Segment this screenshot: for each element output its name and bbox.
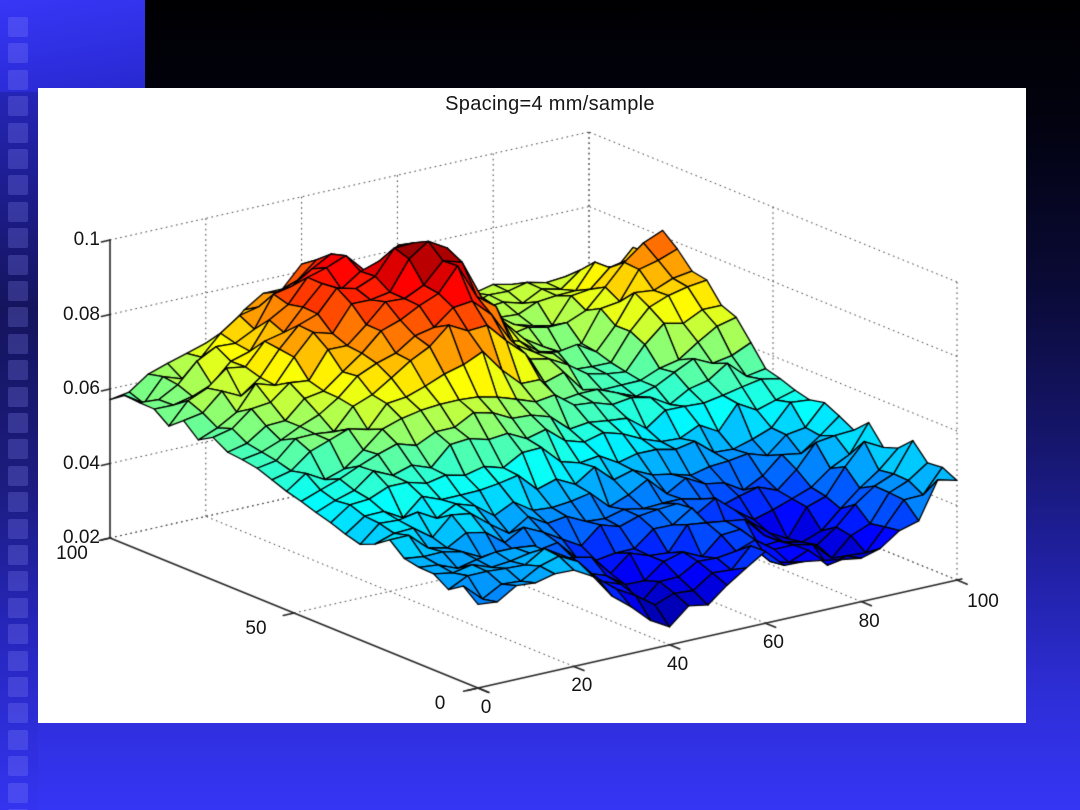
sidebar-square bbox=[8, 650, 28, 671]
sidebar-square bbox=[8, 439, 28, 460]
header-block-decoration bbox=[0, 0, 145, 92]
sidebar-square bbox=[8, 413, 28, 433]
sidebar-square bbox=[8, 17, 28, 37]
sidebar-square bbox=[8, 518, 28, 539]
sidebar-square bbox=[8, 465, 28, 486]
sidebar-square bbox=[8, 756, 28, 777]
sidebar-square bbox=[8, 96, 28, 117]
sidebar-square bbox=[8, 228, 28, 249]
sidebar-square bbox=[8, 122, 28, 143]
sidebar-square bbox=[8, 333, 28, 354]
sidebar-squares-column bbox=[0, 0, 38, 810]
sidebar-square bbox=[8, 677, 28, 697]
sidebar-square bbox=[8, 175, 28, 196]
sidebar-square bbox=[8, 307, 28, 328]
plot-title: Spacing=4 mm/sample bbox=[445, 93, 655, 115]
sidebar-square bbox=[8, 149, 28, 169]
sidebar-square bbox=[8, 360, 28, 381]
sidebar-square bbox=[8, 703, 28, 724]
sidebar-square bbox=[8, 597, 28, 618]
sidebar-square bbox=[8, 571, 28, 592]
sidebar-square bbox=[8, 201, 28, 222]
sidebar-square bbox=[8, 729, 28, 750]
sidebar-square bbox=[8, 281, 28, 301]
sidebar-square bbox=[8, 545, 28, 565]
sidebar-square bbox=[8, 782, 28, 803]
sidebar-square bbox=[8, 254, 28, 275]
sidebar-square bbox=[8, 492, 28, 513]
sidebar-square bbox=[8, 386, 28, 407]
surface-plot-panel: Spacing=4 mm/sample 0 20 40 60 80 100 0 50 100 0.… bbox=[38, 88, 1026, 723]
sidebar-square bbox=[8, 69, 28, 90]
surface-plot-canvas bbox=[38, 88, 1026, 723]
sidebar-square bbox=[8, 43, 28, 64]
sidebar-decoration bbox=[0, 0, 38, 810]
sidebar-square bbox=[8, 624, 28, 645]
